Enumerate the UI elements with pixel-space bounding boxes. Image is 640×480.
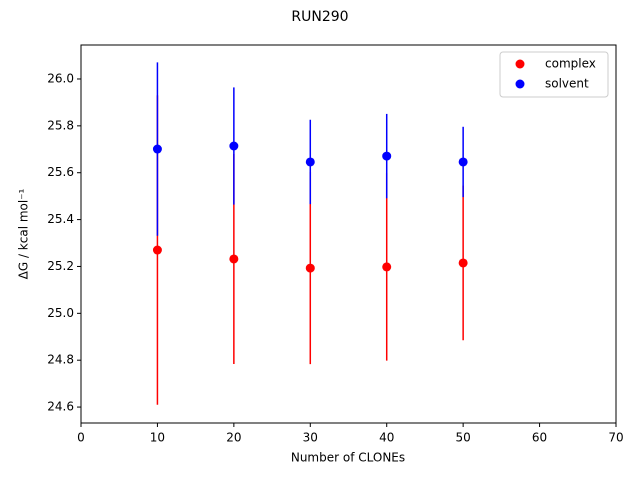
point	[458, 258, 468, 268]
point	[305, 263, 315, 273]
x-tick-label: 60	[532, 431, 547, 445]
y-tick-label: 24.8	[47, 353, 74, 367]
point	[382, 262, 392, 272]
legend-label: solvent	[545, 77, 589, 91]
legend-label: complex	[545, 57, 596, 71]
point	[458, 157, 468, 167]
x-tick-label: 70	[608, 431, 623, 445]
x-tick-label: 40	[379, 431, 394, 445]
point	[152, 144, 162, 154]
point	[229, 254, 239, 264]
legend-box	[499, 51, 609, 98]
legend-marker	[515, 59, 525, 69]
x-tick-label: 0	[77, 431, 85, 445]
x-axis-label: Number of CLONEs	[291, 451, 405, 465]
legend-marker	[515, 79, 525, 89]
x-tick-label: 50	[456, 431, 471, 445]
y-tick-label: 25.8	[47, 118, 74, 132]
y-tick-label: 25.0	[47, 306, 74, 320]
axes-frame	[80, 44, 617, 424]
y-tick-label: 25.4	[47, 212, 74, 226]
point	[229, 141, 239, 151]
point	[152, 245, 162, 255]
y-tick-label: 26.0	[47, 71, 74, 85]
y-tick-label: 25.6	[47, 165, 74, 179]
x-tick-label: 10	[150, 431, 165, 445]
point	[382, 151, 392, 161]
point	[305, 157, 315, 167]
y-tick-label: 24.6	[47, 400, 74, 414]
x-tick-label: 20	[226, 431, 241, 445]
y-axis-label: ΔG / kcal mol⁻¹	[17, 188, 31, 279]
x-tick-label: 30	[303, 431, 318, 445]
y-tick-label: 25.2	[47, 259, 74, 273]
chart-title: RUN290	[291, 9, 348, 25]
